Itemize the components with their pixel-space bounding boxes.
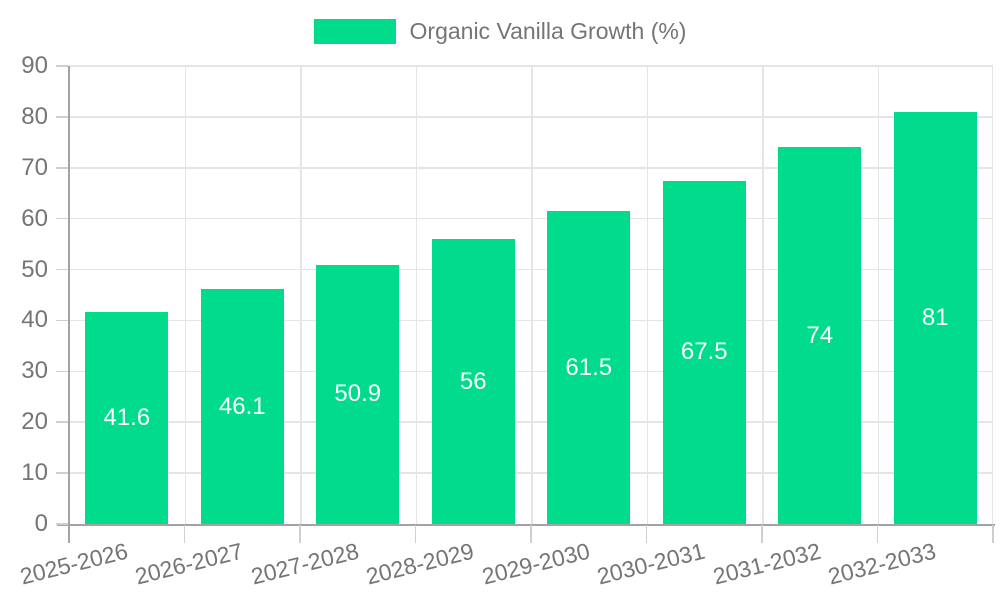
bar[interactable]: 50.9 — [316, 264, 400, 524]
x-gridline — [877, 66, 879, 524]
x-tick — [414, 525, 417, 543]
bar-value-label: 81 — [921, 303, 949, 331]
x-axis-label: 2026-2027 — [132, 537, 246, 590]
x-axis-label: 2029-2030 — [479, 537, 593, 590]
bar-value-label: 46.1 — [218, 392, 266, 420]
x-gridline — [415, 66, 417, 524]
bar[interactable]: 81 — [893, 111, 977, 524]
y-axis-label: 0 — [34, 510, 48, 537]
bar-value-label: 67.5 — [680, 338, 728, 366]
y-axis-label: 70 — [21, 153, 48, 181]
bar-value-label: 41.6 — [103, 404, 151, 432]
y-axis-label: 40 — [21, 306, 48, 334]
legend[interactable]: Organic Vanilla Growth (%) — [0, 17, 1000, 45]
x-axis-label: 2027-2028 — [248, 537, 362, 590]
x-gridline — [991, 66, 993, 524]
bar[interactable]: 41.6 — [85, 312, 169, 524]
x-tick — [183, 525, 186, 543]
bar-value-label: 74 — [806, 321, 834, 349]
y-axis-label: 90 — [21, 52, 48, 79]
bar-value-label: 56 — [459, 367, 487, 395]
x-gridline — [762, 66, 764, 524]
x-gridline — [646, 66, 648, 524]
x-tick — [530, 525, 532, 543]
x-axis-label: 2031-2032 — [710, 537, 824, 590]
y-axis-label: 60 — [21, 204, 48, 232]
y-axis-label: 20 — [21, 408, 48, 436]
y-tick — [56, 472, 68, 474]
y-axis-label: 10 — [21, 459, 48, 487]
x-gridline — [184, 66, 186, 524]
x-tick — [992, 525, 994, 543]
plot-area: 41.6 46.1 50.9 56 61.5 67.5 74 81 — [69, 65, 993, 524]
y-axis-label: 50 — [21, 255, 48, 283]
y-axis-label: 80 — [21, 102, 48, 130]
x-tick — [761, 525, 763, 543]
x-tick — [645, 525, 648, 543]
legend-swatch — [313, 18, 396, 44]
x-axis-line — [57, 523, 995, 526]
legend-label: Organic Vanilla Growth (%) — [409, 17, 687, 44]
x-axis-label: 2028-2029 — [363, 537, 477, 590]
y-tick — [56, 268, 68, 271]
x-gridline — [300, 66, 302, 524]
x-axis-label: 2032-2033 — [825, 537, 939, 590]
y-tick — [56, 421, 68, 423]
y-tick — [56, 319, 68, 322]
bar[interactable]: 67.5 — [662, 180, 746, 524]
y-tick — [56, 65, 68, 67]
x-gridline — [531, 66, 533, 524]
bar[interactable]: 56 — [431, 239, 515, 524]
y-tick — [56, 523, 68, 525]
bar[interactable]: 61.5 — [547, 211, 631, 524]
y-tick — [56, 217, 68, 220]
y-axis-label: 30 — [21, 357, 48, 385]
bar[interactable]: 46.1 — [200, 289, 284, 524]
y-tick — [56, 370, 68, 373]
bar-value-label: 61.5 — [565, 353, 613, 381]
bar[interactable]: 74 — [778, 147, 862, 524]
x-tick — [299, 525, 301, 543]
x-tick — [876, 525, 879, 543]
bar-value-label: 50.9 — [334, 380, 382, 408]
y-tick — [56, 116, 68, 118]
y-tick — [56, 167, 68, 169]
x-axis-label: 2030-2031 — [594, 537, 708, 590]
x-axis-label: 2025-2026 — [17, 537, 131, 590]
y-axis-line — [67, 66, 70, 543]
